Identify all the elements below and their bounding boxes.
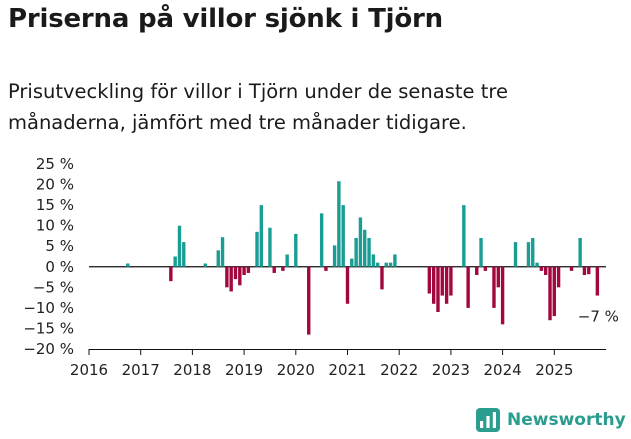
bar <box>324 266 328 271</box>
bar <box>543 266 548 275</box>
bar <box>220 237 225 267</box>
bar <box>255 231 259 267</box>
y-tick-label: −10 % <box>23 299 74 317</box>
bar <box>548 266 552 321</box>
x-tick-label: 2023 <box>432 361 470 379</box>
bar <box>332 245 337 267</box>
bar <box>350 258 354 267</box>
bar <box>367 238 371 267</box>
bar <box>354 238 358 267</box>
x-tick-label: 2016 <box>70 361 108 379</box>
bar <box>363 229 367 267</box>
end-value-label: −7 % <box>578 308 619 326</box>
y-tick-label: 20 % <box>36 176 74 194</box>
bar <box>431 266 436 304</box>
bar <box>569 266 574 271</box>
bar <box>337 181 341 267</box>
bar <box>126 263 130 267</box>
brand-logo: Newsworthy <box>476 408 626 432</box>
bar <box>358 217 363 267</box>
labels-group: 25 % 20 % 15 % 10 % 5 % 0 % −5 % −10 % −15 % −20 … <box>23 155 619 379</box>
bar <box>375 262 380 267</box>
bar <box>578 238 582 267</box>
bars-group <box>126 181 600 335</box>
bar <box>225 266 229 288</box>
bar <box>371 254 376 267</box>
chart-title: Priserna på villor sjönk i Tjörn <box>8 4 443 34</box>
bar <box>345 266 350 304</box>
bar <box>177 225 182 267</box>
x-tick-label: 2024 <box>484 361 522 379</box>
bar <box>380 266 384 290</box>
bar <box>182 242 186 267</box>
bar <box>462 205 466 267</box>
bar <box>169 266 173 282</box>
bar <box>393 254 397 267</box>
bar <box>242 266 246 275</box>
x-tick-label: 2021 <box>328 361 366 379</box>
bar <box>444 266 449 304</box>
bar <box>556 266 561 288</box>
bar <box>552 266 556 317</box>
bar <box>281 266 285 271</box>
newsworthy-logo-icon <box>476 408 500 432</box>
y-tick-label: 0 % <box>45 258 74 276</box>
bar <box>436 266 440 312</box>
bar <box>500 266 505 325</box>
bar <box>229 266 233 292</box>
bar <box>268 227 272 267</box>
y-tick-label: 25 % <box>36 155 74 173</box>
bar <box>307 266 311 335</box>
bar <box>449 266 453 296</box>
bar <box>388 262 393 267</box>
bar <box>526 242 531 267</box>
y-tick-label: −20 % <box>23 340 74 358</box>
bar <box>475 266 479 275</box>
y-tick-label: −5 % <box>33 278 74 296</box>
bar <box>427 266 432 294</box>
x-tick-label: 2022 <box>380 361 418 379</box>
bar <box>539 266 544 271</box>
bar <box>440 266 444 296</box>
y-tick-label: 15 % <box>36 196 74 214</box>
brand-name: Newsworthy <box>507 410 626 430</box>
bar <box>285 254 289 267</box>
y-tick-label: −15 % <box>23 319 74 337</box>
bar <box>483 266 488 271</box>
chart-subtitle: Prisutveckling för villor i Tjörn under … <box>8 80 508 134</box>
x-tick-label: 2025 <box>535 361 573 379</box>
bar <box>513 242 518 267</box>
bar <box>595 266 600 296</box>
bar <box>238 266 242 286</box>
bar <box>216 250 220 267</box>
bar <box>384 262 388 267</box>
bar <box>496 266 501 288</box>
bar <box>535 262 539 267</box>
bar <box>319 213 324 267</box>
bar <box>531 238 535 267</box>
bar <box>587 266 591 275</box>
bar <box>492 266 496 308</box>
bar <box>233 266 238 280</box>
y-tick-label: 5 % <box>45 237 74 255</box>
bar <box>203 263 208 267</box>
x-tick-label: 2019 <box>225 361 263 379</box>
bar <box>466 266 470 308</box>
bar <box>246 266 251 273</box>
bar <box>341 205 345 267</box>
bar <box>479 238 483 267</box>
bar <box>272 266 276 273</box>
bar <box>294 233 298 267</box>
x-tick-label: 2017 <box>122 361 160 379</box>
bar <box>259 205 264 267</box>
bar <box>582 266 587 275</box>
y-tick-label: 10 % <box>36 217 74 235</box>
x-tick-label: 2020 <box>277 361 315 379</box>
bar <box>173 256 177 267</box>
x-tick-label: 2018 <box>173 361 211 379</box>
